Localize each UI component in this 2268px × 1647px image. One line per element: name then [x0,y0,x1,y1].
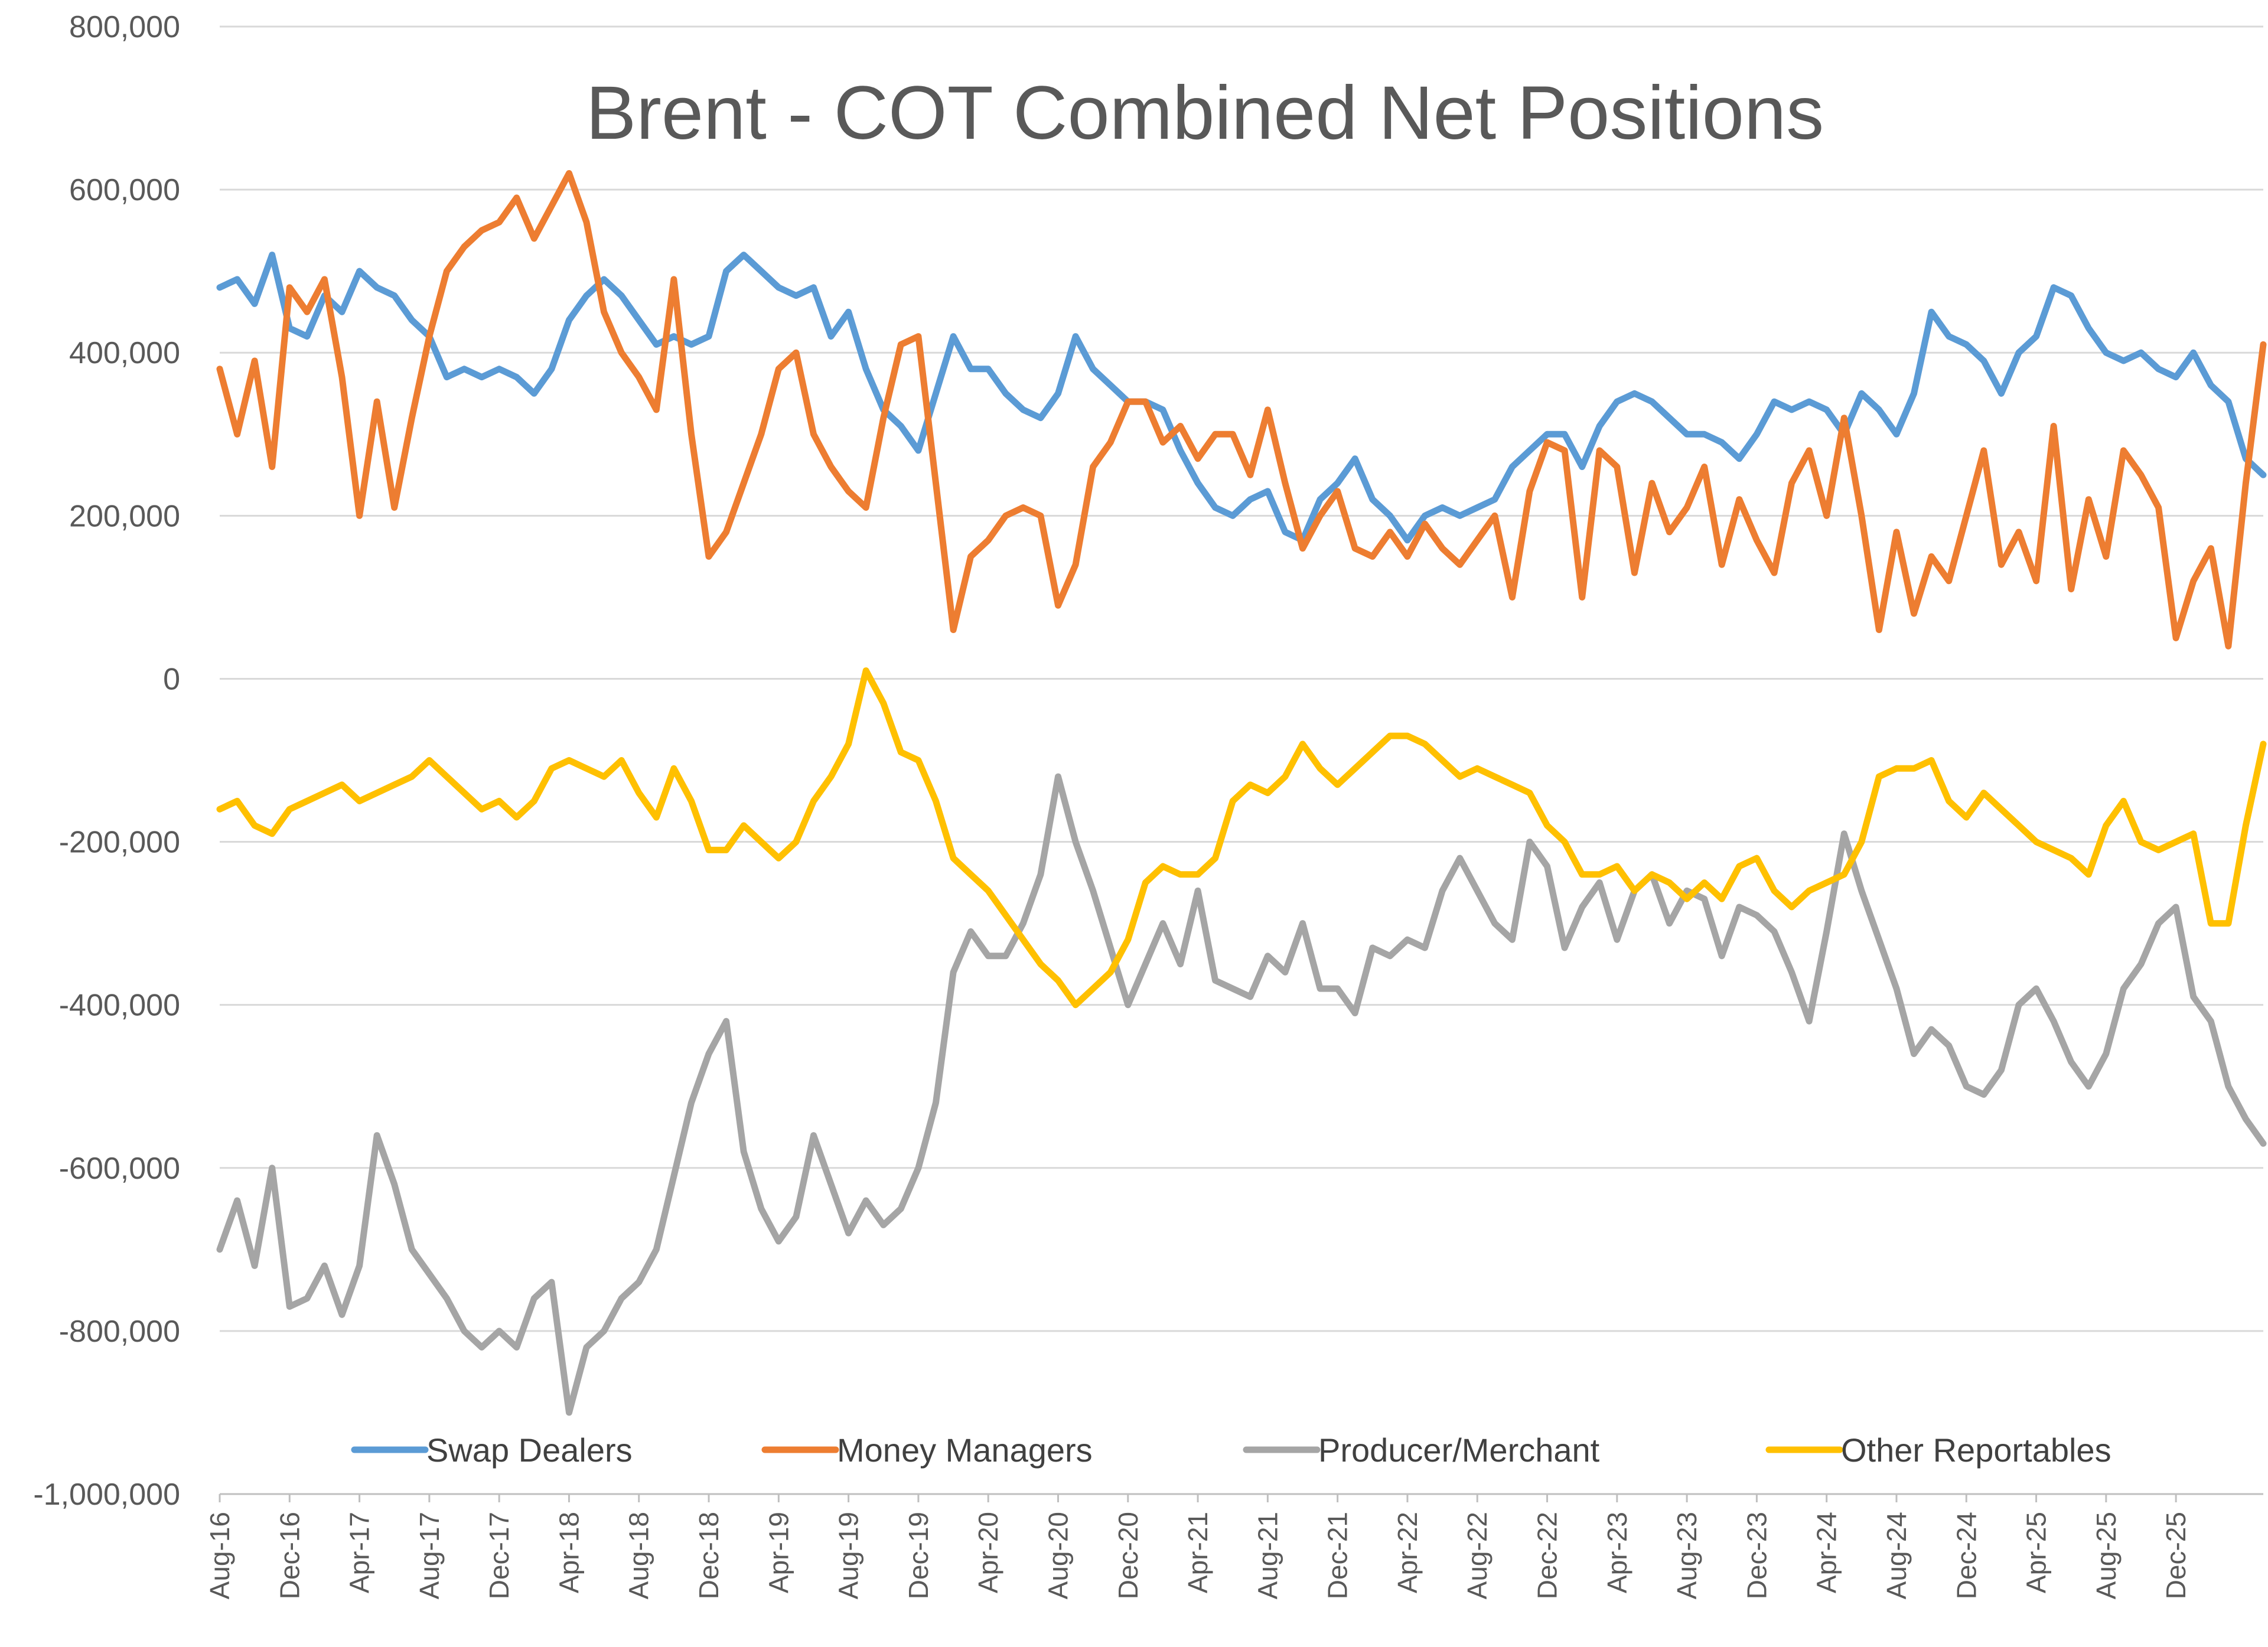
y-tick-label: 0 [163,662,180,696]
x-tick-label: Apr-25 [2021,1512,2052,1593]
y-axis: 800,000 600,000 400,000 200,000 0 -200,000 -40… [33,10,180,1512]
y-tick-label: -600,000 [59,1152,180,1186]
legend-label-money-managers: Money Managers [837,1431,1093,1469]
chart-title: Brent - COT Combined Net Positions [586,71,1824,155]
x-tick-label: Aug-24 [1881,1512,1912,1599]
legend: Swap Dealers Money Managers Producer/Merch… [351,1431,2111,1469]
series-line-other-reportables [216,667,2267,1009]
x-tick-label: Dec-18 [693,1512,724,1599]
x-tick-label: Dec-21 [1322,1512,1353,1599]
x-tick-label: Aug-23 [1671,1512,1702,1599]
y-tick-label: 800,000 [69,10,180,44]
legend-label-other-reportables: Other Reportables [1841,1431,2111,1469]
x-tick-label: Apr-22 [1392,1512,1423,1593]
y-tick-label: -200,000 [59,826,180,860]
x-tick-label: Dec-19 [903,1512,934,1599]
x-tick-label: Apr-17 [344,1512,375,1593]
x-tick-label: Apr-18 [553,1512,584,1593]
x-tick-label: Aug-19 [833,1512,864,1599]
x-tick-label: Aug-17 [414,1512,445,1599]
series-lines [216,170,2267,1416]
x-tick-label: Apr-20 [973,1512,1003,1593]
y-tick-label: 600,000 [69,173,180,207]
y-tick-label: -400,000 [59,989,180,1023]
x-tick-label: Aug-20 [1042,1512,1073,1599]
x-tick-label: Dec-16 [274,1512,305,1599]
x-tick-label: Apr-24 [1811,1512,1842,1593]
y-tick-label: 200,000 [69,499,180,533]
x-tick-label: Aug-25 [2091,1512,2122,1599]
x-tick-label: Apr-19 [763,1512,794,1593]
x-tick-label: Dec-25 [2161,1512,2191,1599]
x-tick-label: Dec-23 [1741,1512,1772,1599]
x-tick-label: Dec-24 [1951,1512,1982,1599]
y-tick-label: -800,000 [59,1315,180,1349]
legend-label-swap-dealers: Swap Dealers [426,1431,633,1469]
x-tick-label: Dec-20 [1113,1512,1143,1599]
x-tick-label: Dec-22 [1532,1512,1563,1599]
y-tick-label: -1,000,000 [33,1478,180,1512]
x-tick-label: Aug-21 [1252,1512,1283,1599]
x-axis: Aug-16 Dec-16 Apr-17 Aug-17 Dec-17 Apr-18 Aug-… [204,1494,2191,1599]
x-tick-label: Apr-21 [1182,1512,1213,1593]
y-tick-label: 400,000 [69,336,180,370]
x-tick-label: Aug-16 [204,1512,235,1599]
series-line-producer-merchant [216,773,2267,1416]
x-tick-label: Dec-17 [484,1512,514,1599]
series-line-swap-dealers [216,252,2267,544]
series-line-money-managers [216,170,2267,650]
x-tick-label: Apr-23 [1602,1512,1632,1593]
x-tick-label: Aug-18 [624,1512,654,1599]
legend-label-producer-merchant: Producer/Merchant [1318,1431,1600,1469]
x-tick-label: Aug-22 [1462,1512,1493,1599]
